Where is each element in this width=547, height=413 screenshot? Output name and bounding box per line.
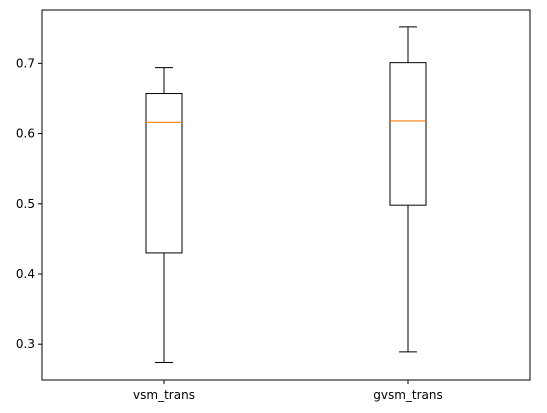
x-tick-label: gvsm_trans	[373, 388, 443, 402]
y-axis: 0.3 0.4 0.5 0.6 0.7	[16, 56, 42, 351]
y-tick-label: 0.3	[16, 337, 35, 351]
box-gvsm_trans	[389, 26, 427, 353]
y-tick-label: 0.4	[16, 267, 35, 281]
y-tick-label: 0.7	[16, 56, 35, 70]
box-vsm_trans	[145, 67, 183, 363]
iqr-box	[145, 93, 183, 254]
iqr-box	[389, 62, 427, 206]
x-tick-label: vsm_trans	[133, 388, 195, 402]
x-axis: vsm_trans gvsm_trans	[133, 380, 443, 402]
y-tick-label: 0.5	[16, 197, 35, 211]
y-tick-label: 0.6	[16, 127, 35, 141]
plot-area-frame	[41, 9, 531, 381]
boxes-layer	[145, 26, 427, 363]
